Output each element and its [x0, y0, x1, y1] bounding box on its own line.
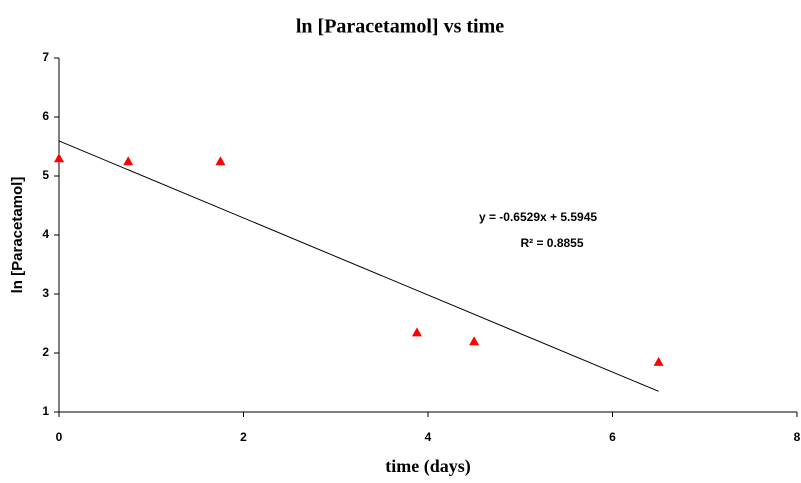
- y-tick-label: 5: [42, 168, 49, 182]
- y-tick-label: 6: [42, 109, 49, 123]
- data-point: [411, 327, 422, 337]
- y-tick-label: 3: [42, 286, 49, 300]
- chart-title: ln [Paracetamol] vs time: [296, 16, 504, 38]
- x-tick-label: 6: [609, 430, 616, 444]
- y-axis-label: ln [Paracetamol]: [9, 177, 26, 294]
- data-point: [469, 336, 480, 346]
- x-tick-label: 4: [425, 430, 432, 444]
- x-tick-label: 0: [56, 430, 63, 444]
- data-point: [54, 153, 64, 163]
- x-tick-label: 8: [794, 430, 801, 444]
- x-tick-label: 2: [240, 430, 247, 444]
- r-squared: R² = 0.8855: [520, 236, 583, 250]
- data-point: [123, 156, 134, 166]
- y-tick-label: 4: [42, 227, 49, 241]
- trendline-equation: y = -0.6529x + 5.5945: [479, 210, 597, 224]
- trendline: [58, 140, 659, 392]
- x-axis-label: time (days): [385, 456, 470, 477]
- data-point: [215, 156, 226, 166]
- y-tick-label: 1: [42, 404, 49, 418]
- y-tick-label: 2: [42, 345, 49, 359]
- y-tick-label: 7: [42, 50, 49, 64]
- data-point: [653, 356, 664, 366]
